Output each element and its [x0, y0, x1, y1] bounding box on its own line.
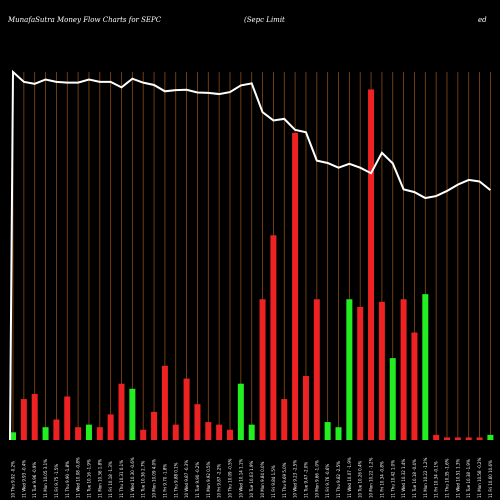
x-tick-label: 10 Thu 9.92 -0.2% [11, 461, 16, 498]
x-tick-label: 11 Wed 10.32 1.4% [401, 459, 406, 498]
bar-33 [368, 89, 375, 441]
x-tick-labels: 10 Thu 9.92 -0.2% 11 Wed 9.93 -0.4% 11 Tue… [11, 457, 493, 498]
x-tick-label: 11 Thu 9.88 0.1% [173, 462, 178, 498]
x-tick-label: 11 Mon 10.58 -0.2% [477, 457, 482, 498]
x-tick-label: 11 Wed 10.30 -0.6% [130, 457, 135, 498]
x-tick-label: 11 Fri 9.76 -0.6% [325, 464, 330, 498]
price-line [9, 69, 492, 441]
bar-13 [151, 411, 158, 440]
x-tick-label: 10 Mon 10.22 -1.2% [369, 457, 374, 498]
bar-11 [129, 388, 136, 440]
x-tick-label: 11 Tue 9.96 -0.9% [32, 462, 37, 498]
bar-25 [281, 399, 288, 440]
bar-43 [476, 437, 483, 440]
bar-38 [422, 294, 429, 440]
x-tick-label: 11 Tue 9.47 -2.0% [303, 462, 308, 498]
x-tick-label: 11 Wed 10.07 -1.9% [347, 457, 352, 498]
bar-14 [161, 365, 168, 440]
x-tick-label: 11 Fri 10.34 -0.8% [379, 461, 384, 498]
x-tick-label: 10 Wed 9.23 -2.5% [293, 460, 298, 498]
bar-23 [259, 299, 266, 440]
bar-7 [85, 424, 92, 440]
x-tick-label: 11 Thu 9.69 5.0% [282, 462, 287, 498]
bar-39 [433, 434, 440, 440]
bar-5 [64, 396, 71, 440]
bar-24 [270, 235, 277, 440]
bar-8 [96, 427, 103, 440]
bar-27 [302, 376, 309, 440]
x-tick-label: 11 Fri 9.84 1.5% [271, 465, 276, 498]
x-tick-label: 11 Wed 10.51 1.3% [455, 459, 460, 498]
bar-17 [194, 404, 201, 440]
x-tick-label: 11 Tue 10.38 -1.9% [466, 459, 471, 498]
x-tick-label: 11 Tue 9.90 -0.2% [195, 462, 200, 498]
bar-18 [205, 422, 212, 440]
bar-16 [183, 378, 190, 440]
x-tick-label: 11 Wed 9.93 -0.4% [21, 460, 26, 498]
bar-series [10, 89, 494, 441]
bar-31 [346, 299, 353, 440]
bar-1 [20, 399, 27, 440]
x-tick-label: 11 Wed 10.08 -0.8% [76, 457, 81, 498]
bar-21 [237, 383, 244, 440]
chart-title: MunafaSutra Money Flow Charts for SEPC [7, 16, 162, 24]
x-tick-label: 11 Fri 10.60 10.6% [488, 460, 493, 498]
bar-12 [140, 429, 147, 440]
x-tick-label: 10 Fri 9.87 -2.2% [217, 464, 222, 498]
x-tick-label: 11 Thu 10.35 -1.6% [445, 458, 450, 498]
bar-34 [378, 301, 385, 440]
bar-29 [324, 422, 331, 440]
x-tick-label: 11 Thu 9.82 -2.5% [336, 461, 341, 498]
bar-3 [42, 427, 49, 440]
chart-subtitle: (Sepc Limit [244, 16, 285, 24]
x-tick-label: 11 Fri 9.70 -1.8% [162, 464, 167, 498]
x-tick-label: 11 Tue 10.16 -1.9% [86, 459, 91, 498]
x-tick-label: 10 Wed 9.87 -0.3% [184, 460, 189, 498]
x-tick-label: 11 Fri 10.34 -0.1% [434, 461, 439, 498]
bar-36 [400, 299, 407, 440]
bar-20 [227, 429, 233, 440]
x-tick-label: 11 Tue 10.18 -0.4% [412, 459, 417, 498]
bar-9 [107, 414, 114, 440]
bar-30 [335, 427, 342, 440]
bar-0 [10, 432, 16, 440]
bar-2 [31, 393, 38, 440]
bar-41 [454, 437, 461, 440]
x-tick-label: 10 Mon 9.84 0.0% [260, 461, 265, 498]
bar-26 [292, 132, 299, 441]
bar-19 [216, 424, 223, 440]
x-tick-label: 11 Fri 10.18 -1.3% [108, 461, 113, 498]
x-tick-label: 11 Thu 9.90 -1.8% [65, 461, 70, 498]
bar-35 [389, 358, 396, 440]
bar-22 [248, 424, 255, 440]
x-tick-label: 11 Mon 10.05 3.1% [43, 459, 48, 498]
bar-40 [444, 437, 450, 440]
x-tick-label: 10 Mon 10.09 4.0% [152, 459, 157, 498]
bar-6 [75, 427, 82, 440]
x-tick-label: 11 Thu 10.42 1.0% [390, 460, 395, 498]
bar-15 [172, 424, 179, 440]
bar-10 [118, 383, 125, 440]
bar-4 [53, 419, 60, 440]
bar-42 [465, 437, 472, 440]
x-tick-label: 11 Fri 9.75 -1.5% [54, 464, 59, 498]
x-tick-label: 10 Wed 10.14 1.1% [238, 459, 243, 498]
x-tick-label: 11 Mon 10.22 -1.2% [423, 457, 428, 498]
x-tick-label: 11 Thu 10.31 0.1% [119, 460, 124, 498]
chart-subtitle-end: ed [478, 16, 487, 24]
x-tick-label: 10 Thu 10.09 -0.5% [228, 458, 233, 498]
bar-44 [487, 434, 494, 440]
x-tick-label: 11 Tue 10.36 2.7% [141, 460, 146, 498]
x-tick-label: 10 Tue 10.26 0.4% [358, 460, 363, 498]
x-tick-label: 11 Mon 10.36 1.8% [97, 459, 102, 498]
x-tick-label: 10 Mon 9.66 -1.0% [314, 460, 319, 498]
line-series [9, 69, 492, 441]
x-tick-label: 11 Mon 9.92 0.5% [206, 461, 211, 498]
x-tick-label: 10 Tue 10.03 1.9% [249, 460, 254, 498]
bar-28 [313, 299, 320, 440]
bar-32 [357, 306, 364, 440]
bar-37 [411, 332, 418, 440]
